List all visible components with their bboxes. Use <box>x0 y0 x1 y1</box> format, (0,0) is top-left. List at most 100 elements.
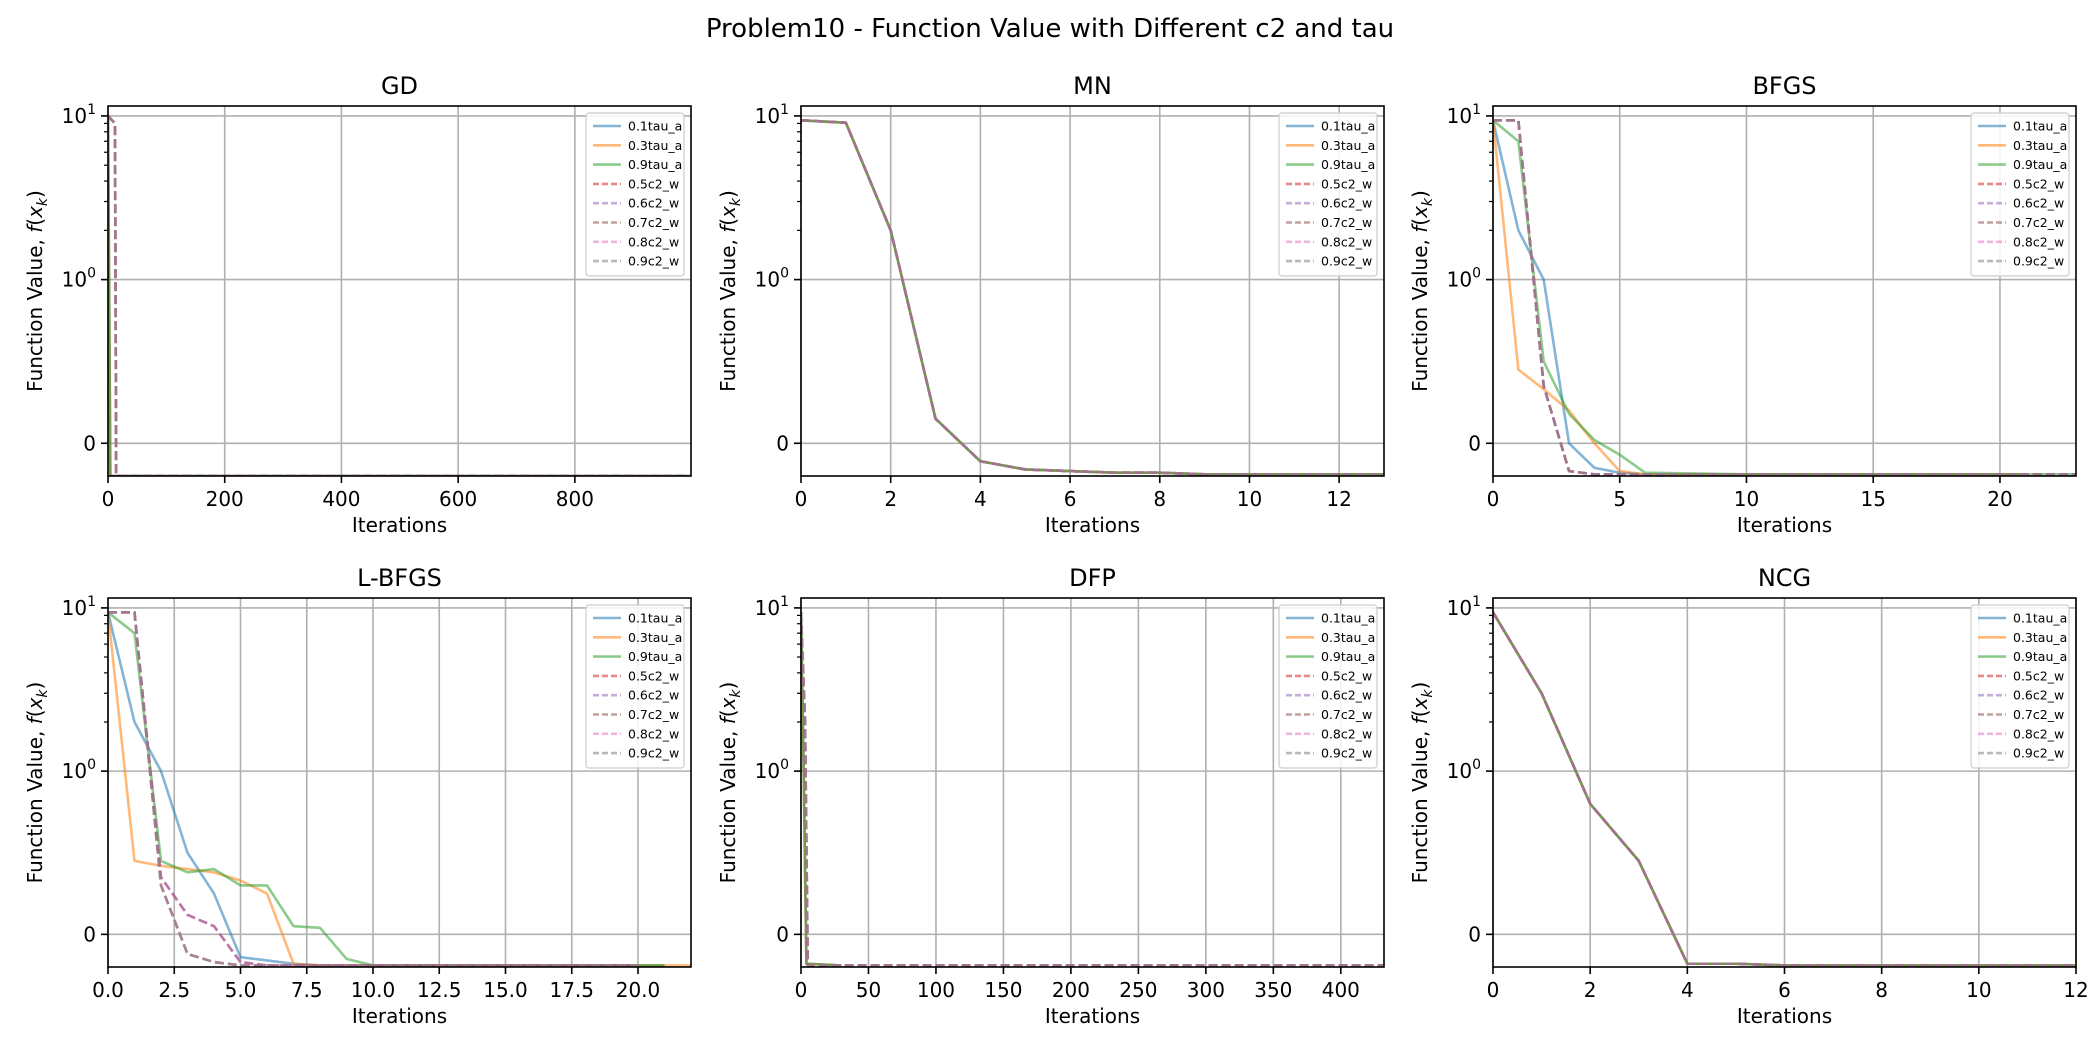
y-tick-exponent: 1 <box>87 102 96 118</box>
subplot-title: BFGS <box>1752 72 1816 100</box>
legend-label: 0.8c2_w <box>1321 234 1372 249</box>
y-label-sub: k <box>1420 197 1436 206</box>
y-label-text: Function Value, <box>23 233 47 392</box>
x-tick-label: 8 <box>1875 978 1888 1002</box>
y-tick-label: 101 <box>755 594 789 620</box>
x-tick-label: 150 <box>984 978 1022 1002</box>
legend-box <box>1970 604 2070 769</box>
subplot-gd: 0 200 400 600 8000100101GDIterationsFunction… <box>23 72 692 537</box>
series-line-0.1tau_a <box>1493 120 2026 476</box>
y-tick-label: 101 <box>1447 594 1481 620</box>
x-tick-label: 20.0 <box>616 978 661 1002</box>
legend-label: 0.6c2_w <box>1321 196 1372 211</box>
series-group <box>108 610 691 967</box>
subplot-title: NCG <box>1758 564 1811 592</box>
y-tick-label: 0 <box>1468 431 1481 455</box>
legend-label: 0.9tau_a <box>628 649 682 664</box>
y-label-math: f <box>716 714 740 724</box>
y-tick-label: 0 <box>83 431 96 455</box>
x-tick-label: 4 <box>974 487 987 511</box>
legend-label: 0.1tau_a <box>628 119 682 134</box>
y-tick-label: 100 <box>62 266 96 292</box>
y-tick-exponent: 0 <box>780 266 789 282</box>
x-tick-label: 6 <box>1778 978 1791 1002</box>
y-label-paren: ( <box>23 709 47 717</box>
legend-label: 0.9c2_w <box>628 746 679 761</box>
legend-box <box>1278 112 1378 277</box>
subplot-title: GD <box>381 72 418 100</box>
y-label-paren: ( <box>23 218 47 226</box>
subplot-title: DFP <box>1069 564 1116 592</box>
x-axis-label: Iterations <box>1737 513 1832 537</box>
legend-label: 0.5c2_w <box>2013 176 2064 191</box>
legend-label: 0.3tau_a <box>628 630 682 645</box>
y-label-paren: ) <box>716 190 740 198</box>
legend-label: 0.1tau_a <box>2013 611 2067 626</box>
legend-label: 0.9c2_w <box>2013 746 2064 761</box>
x-tick-label: 15.0 <box>483 978 528 1002</box>
x-tick-label: 0 <box>795 978 808 1002</box>
y-label-text: Function Value, <box>716 233 740 392</box>
legend-label: 0.9tau_a <box>1321 157 1375 172</box>
y-label-text: Function Value, <box>716 724 740 883</box>
y-label-paren: ) <box>1408 682 1432 690</box>
y-tick-label: 0 <box>776 431 789 455</box>
legend: 0.1tau_a 0.3tau_a 0.9tau_a 0.5c2_w 0.6c2_w 0.… <box>585 604 685 769</box>
y-label-math: f <box>23 714 47 724</box>
x-tick-label: 10.0 <box>351 978 396 1002</box>
x-tick-label: 7.5 <box>291 978 323 1002</box>
x-tick-label: 2 <box>1584 978 1597 1002</box>
y-label-sub: k <box>728 197 744 206</box>
legend-box <box>1970 112 2070 277</box>
x-tick-label: 250 <box>1119 978 1157 1002</box>
y-tick-label: 100 <box>1447 757 1481 783</box>
y-axis-label: Function Value, f(xk) <box>716 190 744 392</box>
legend-label: 0.5c2_w <box>1321 668 1372 683</box>
y-label-math: f <box>1408 714 1432 724</box>
legend-label: 0.7c2_w <box>628 707 679 722</box>
y-tick-exponent: 1 <box>1472 102 1481 118</box>
legend-label: 0.8c2_w <box>1321 726 1372 741</box>
y-tick-label: 100 <box>1447 266 1481 292</box>
x-tick-label: 0 <box>1487 487 1500 511</box>
y-label-var: x <box>716 697 740 710</box>
x-tick-label: 800 <box>556 487 594 511</box>
legend-label: 0.8c2_w <box>2013 234 2064 249</box>
subplot-l-bfgs: 0.0 2.5 5.0 7.5 10.0 12.5 15.0 17.5 20.00100101L… <box>23 564 692 1028</box>
x-tick-label: 4 <box>1681 978 1694 1002</box>
legend-label: 0.8c2_w <box>628 234 679 249</box>
legend-label: 0.6c2_w <box>2013 196 2064 211</box>
legend-label: 0.1tau_a <box>628 611 682 626</box>
y-label-math: f <box>23 223 47 233</box>
series-group <box>1493 119 2076 476</box>
y-label-paren: ( <box>716 218 740 226</box>
y-axis-label: Function Value, f(xk) <box>23 190 51 392</box>
x-tick-label: 2 <box>884 487 897 511</box>
y-tick-exponent: 0 <box>87 757 96 773</box>
y-tick-label: 100 <box>62 757 96 783</box>
y-tick-exponent: 1 <box>1472 594 1481 610</box>
x-tick-label: 5 <box>1613 487 1626 511</box>
x-tick-label: 12.5 <box>417 978 462 1002</box>
y-label-math: f <box>716 223 740 233</box>
legend-label: 0.1tau_a <box>1321 119 1375 134</box>
legend-label: 0.9tau_a <box>628 157 682 172</box>
series-group <box>801 119 1384 476</box>
series-line-0.9c2_w <box>801 612 1384 967</box>
y-axis-label: Function Value, f(xk) <box>1408 190 1436 392</box>
y-axis-label: Function Value, f(xk) <box>23 682 51 884</box>
legend-label: 0.9tau_a <box>1321 649 1375 664</box>
y-tick-exponent: 0 <box>1472 757 1481 773</box>
figure-title: Problem10 - Function Value with Differen… <box>705 14 1395 44</box>
y-label-text: Function Value, <box>1408 724 1432 883</box>
y-label-paren: ) <box>23 682 47 690</box>
y-tick-label: 100 <box>755 757 789 783</box>
y-label-math: f <box>1408 223 1432 233</box>
legend-label: 0.9tau_a <box>2013 649 2067 664</box>
y-tick-label: 0 <box>83 922 96 946</box>
x-tick-label: 0 <box>102 487 115 511</box>
x-tick-label: 0 <box>795 487 808 511</box>
legend-label: 0.9c2_w <box>1321 254 1372 269</box>
